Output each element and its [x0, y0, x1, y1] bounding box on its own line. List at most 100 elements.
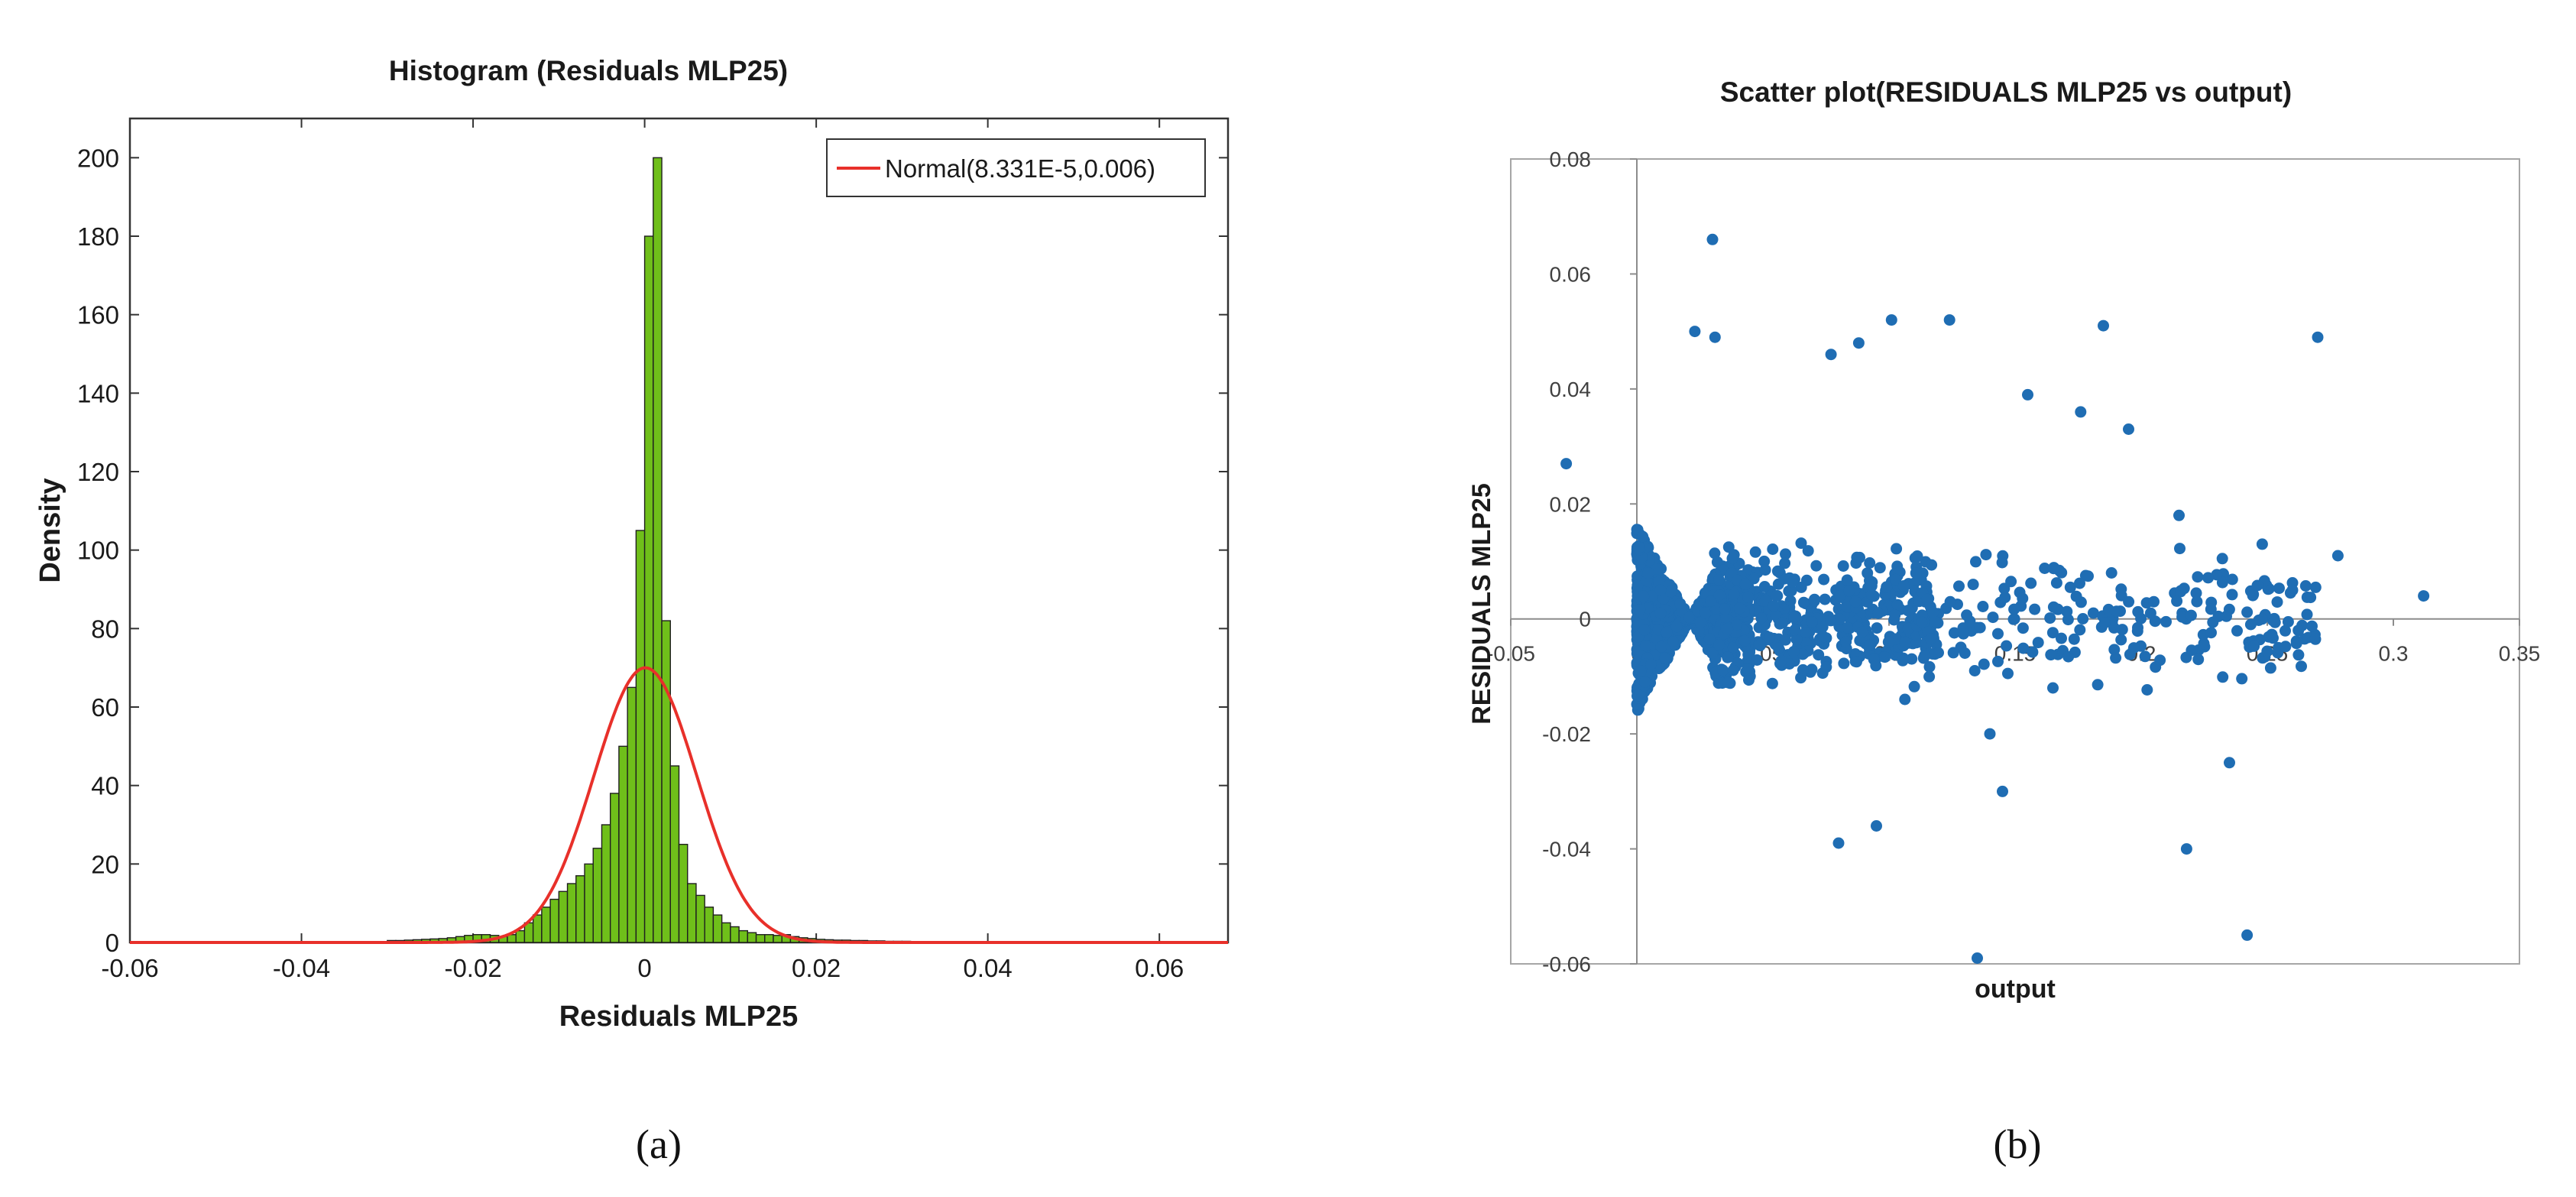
scatter-point [1842, 621, 1854, 634]
scatter-point [2264, 662, 2276, 674]
scatter-point [1633, 541, 1645, 553]
scatter-point [2002, 667, 2014, 680]
scatter-point [1992, 628, 2004, 640]
scatter-point [1825, 349, 1837, 361]
scatter-point [1948, 627, 1960, 639]
scatter-point [1903, 605, 1915, 617]
scatter-point [2017, 622, 2029, 634]
histogram-bar [558, 890, 569, 943]
scatter-point [1996, 556, 2008, 569]
scatter-point [2256, 538, 2268, 550]
scatter-point [1838, 657, 1850, 670]
scatter-point [1930, 615, 1941, 628]
scatter-point [1977, 601, 1989, 612]
scatter-point [1770, 609, 1782, 621]
legend-label: Normal(8.331E-5,0.006) [885, 154, 1155, 183]
scatter-point [2280, 624, 2291, 637]
scatter-point [1797, 596, 1810, 608]
scatter-point [2256, 613, 2268, 625]
x-tick-label: 0 [637, 954, 651, 982]
scatter-point [2418, 590, 2430, 602]
scatter-point [1933, 647, 1944, 659]
scatter-point [1758, 555, 1771, 567]
scatter-point [1899, 693, 1911, 706]
histogram-bars [387, 157, 989, 943]
scatter-point [2082, 570, 2094, 582]
histogram-bar [541, 907, 551, 943]
histogram-x-axis-label: Residuals MLP25 [559, 1001, 799, 1033]
scatter-point [1693, 624, 1705, 637]
x-tick-label: 0.02 [792, 954, 841, 982]
scatter-plot-area [1510, 158, 2520, 965]
scatter-point [2077, 613, 2089, 624]
scatter-point [1961, 609, 1973, 621]
scatter-point [2029, 603, 2041, 615]
scatter-point [1944, 595, 1956, 608]
scatter-point [1733, 602, 1745, 615]
scatter-point [2051, 603, 2063, 615]
scatter-point [1731, 619, 1743, 631]
y-tick-label: -0.02 [1542, 722, 1591, 746]
scatter-point [2309, 581, 2322, 593]
histogram-title: Histogram (Residuals MLP25) [389, 55, 788, 86]
scatter-point [1719, 603, 1731, 615]
scatter-point [1759, 564, 1771, 576]
scatter-point [1777, 617, 1789, 629]
scatter-point [2331, 550, 2344, 562]
scatter-point [1797, 648, 1809, 660]
scatter-point [2001, 640, 2013, 652]
histogram-bar [609, 793, 620, 943]
scatter-point [1806, 616, 1818, 628]
scatter-point [2171, 595, 2183, 607]
scatter-point [1631, 579, 1644, 592]
scatter-point [2050, 577, 2062, 589]
scatter-point [1997, 785, 2008, 797]
scatter-point [1639, 676, 1651, 688]
scatter-point [1987, 611, 1999, 624]
scatter-point [1713, 639, 1725, 651]
scatter-point [1713, 574, 1725, 586]
scatter-point [1640, 640, 1651, 652]
scatter-point [1790, 634, 1803, 645]
scatter-point [2127, 642, 2140, 654]
scatter-point [1818, 573, 1830, 586]
scatter-point [1726, 553, 1738, 565]
scatter-point [1837, 560, 1849, 572]
scatter-point [1813, 649, 1825, 661]
histogram-bar [592, 848, 603, 943]
scatter-point [1638, 590, 1650, 602]
histogram-legend: Normal(8.331E-5,0.006) [826, 138, 1206, 197]
scatter-point [1865, 589, 1878, 601]
scatter-point [1974, 621, 1986, 634]
scatter-point [1768, 600, 1780, 612]
y-tick-label: 0.06 [1550, 262, 1592, 286]
x-tick-label: -0.06 [101, 954, 158, 982]
scatter-point [1631, 570, 1644, 582]
scatter-point [1864, 639, 1876, 651]
scatter-point [2061, 605, 2073, 618]
scatter-point [1923, 660, 1936, 673]
scatter-point [2027, 646, 2039, 658]
scatter-point [2192, 654, 2205, 666]
scatter-point [2224, 757, 2235, 769]
scatter-point [1957, 628, 1969, 640]
histogram-bar [721, 922, 731, 943]
scatter-point [1770, 589, 1782, 602]
scatter-point [1722, 676, 1734, 689]
scatter-point [1926, 559, 1938, 571]
scatter-point [1646, 590, 1658, 602]
histogram-bar [627, 686, 637, 943]
scatter-point [1871, 820, 1882, 832]
scatter-point [1728, 589, 1740, 601]
scatter-point [2296, 660, 2307, 673]
histogram-bar [747, 932, 757, 943]
histogram-bar [712, 914, 723, 943]
scatter-point [1689, 326, 1701, 338]
scatter-point [2292, 624, 2305, 637]
scatter-points [1560, 233, 2430, 964]
scatter-point [1820, 661, 1832, 673]
histogram-bar [687, 883, 697, 943]
scatter-point [1816, 621, 1829, 633]
histogram-bar [669, 765, 680, 943]
histogram-bar [678, 843, 689, 943]
